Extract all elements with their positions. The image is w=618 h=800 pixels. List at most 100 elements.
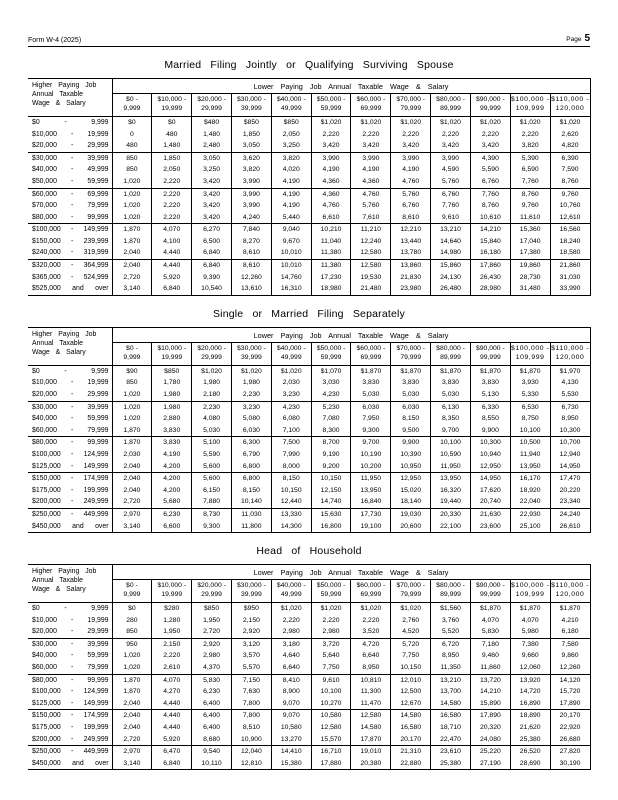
column-range-header: $30,000 -39,999 — [230, 342, 272, 366]
amount-cell: 2,980 — [310, 626, 351, 639]
amount-cell: 5,520 — [430, 626, 471, 639]
row-range-label: $20,000-29,999 — [28, 140, 112, 153]
amount-cell: 10,110 — [191, 757, 232, 770]
amount-cell: 22,930 — [509, 508, 551, 521]
amount-cell: $950 — [230, 602, 272, 615]
amount-cell: 14,210 — [469, 686, 511, 698]
amount-cell: 7,580 — [549, 638, 591, 651]
row-range-label: $150,000-239,999 — [28, 236, 112, 248]
amount-cell: 10,100 — [509, 424, 551, 438]
amount-cell: 7,750 — [390, 650, 431, 662]
table-row: $150,000-174,999 2,040 4,440 6,400 7,800 9,07… — [28, 709, 591, 722]
amount-cell: 9,460 — [469, 650, 511, 662]
amount-cell: 5,600 — [191, 472, 232, 485]
amount-cell: 9,860 — [549, 650, 591, 662]
amount-cell: 13,440 — [390, 235, 431, 248]
amount-cell: 3,830 — [390, 377, 431, 389]
range-line-1: $0 - — [126, 344, 138, 352]
amount-cell: 5,720 — [390, 638, 431, 651]
amount-cell: 1,870 — [111, 424, 152, 438]
column-axis-header: Lower Paying Job Annual Taxable Wage & S… — [111, 564, 591, 581]
table-row: $240,000-319,999 2,040 4,440 6,840 8,610 10,0… — [28, 247, 591, 261]
amount-cell: 8,610 — [230, 259, 272, 272]
amount-cell: 3,620 — [230, 152, 272, 165]
range-line-1: $70,000 - — [396, 344, 426, 352]
range-line-1: $30,000 - — [237, 582, 266, 590]
wage-table-head-of-household: Higher Paying Job Annual Taxable Wage & Sa… — [28, 564, 591, 771]
amount-cell: 19,100 — [350, 520, 391, 533]
amount-cell: 27,820 — [549, 745, 591, 758]
amount-cell: 5,680 — [151, 496, 192, 509]
amount-cell: 5,030 — [430, 388, 471, 402]
amount-cell: 1,020 — [111, 188, 152, 201]
section-head-of-household: Head of Household Higher Paying Job Annua… — [28, 545, 591, 771]
range-line-1: $10,000 - — [157, 344, 187, 352]
amount-cell: 6,840 — [191, 247, 232, 261]
amount-cell: 8,730 — [191, 508, 232, 521]
amount-cell: 7,610 — [350, 211, 391, 225]
table-row: $150,000-239,999 1,870 4,100 6,500 8,270 9,67… — [28, 235, 591, 248]
amount-cell: 12,580 — [350, 709, 391, 722]
amount-cell: 14,580 — [390, 709, 431, 722]
column-range-header: $50,000 -59,999 — [310, 579, 351, 604]
range-line-2: 59,999 — [320, 591, 342, 599]
amount-cell: 1,780 — [151, 377, 192, 389]
table-title-single-or-separate: Single or Married Filing Separately — [212, 307, 406, 320]
amount-cell: 4,190 — [390, 164, 431, 176]
amount-cell: 4,190 — [151, 448, 192, 461]
amount-cell: 1,950 — [151, 626, 192, 639]
amount-cell: 20,330 — [430, 508, 471, 521]
row-range-label-text: $0-9,999 — [32, 118, 109, 126]
row-range-label-text: $10,000-19,999 — [32, 379, 109, 387]
wage-table-single-or-separate: Higher Paying Job Annual Taxable Wage & Sa… — [28, 326, 591, 534]
amount-cell: 9,700 — [350, 436, 391, 449]
amount-cell: 8,270 — [230, 235, 272, 248]
amount-cell: 3,230 — [270, 388, 312, 402]
row-range-label-text: $450,000 and over — [32, 759, 109, 767]
amount-cell: 8,510 — [230, 721, 272, 734]
amount-cell: 6,400 — [191, 721, 232, 734]
amount-cell: 3,250 — [191, 164, 232, 176]
table-row: $365,000-524,999 2,720 5,920 9,390 12,260 14,… — [28, 271, 591, 284]
range-line-1: $0 - — [126, 582, 138, 590]
table-row: $125,000-149,999 2,040 4,200 5,600 6,800 8,00… — [28, 460, 591, 474]
column-range-header: $30,000 -39,999 — [230, 579, 272, 604]
row-range-label: $40,000-59,999 — [28, 650, 112, 662]
row-range-label: $240,000-319,999 — [28, 247, 112, 261]
row-range-label: $40,000-49,999 — [28, 164, 112, 176]
row-axis-header-line: Annual Taxable — [32, 339, 83, 347]
amount-cell: 10,140 — [230, 496, 272, 509]
amount-cell: 18,140 — [390, 496, 431, 509]
amount-cell: 10,580 — [270, 721, 312, 734]
row-range-label: $30,000-39,999 — [28, 152, 112, 164]
amount-cell: 7,750 — [310, 662, 351, 675]
table-row: $450,000 and over 3,140 6,840 10,110 12,810 15,… — [28, 757, 591, 770]
amount-cell: 8,750 — [509, 413, 551, 425]
amount-cell: $0 — [111, 116, 152, 129]
amount-cell: 25,380 — [430, 757, 471, 770]
amount-cell: 12,010 — [390, 674, 431, 687]
amount-cell: 3,140 — [111, 757, 152, 770]
amount-cell: 21,830 — [390, 271, 431, 284]
amount-cell: 6,150 — [191, 484, 232, 497]
range-line-1: $40,000 - — [276, 582, 306, 590]
amount-cell: 6,760 — [430, 188, 471, 201]
amount-cell: 8,760 — [469, 200, 511, 212]
amount-cell: 3,050 — [191, 152, 232, 165]
amount-cell: $1,020 — [430, 116, 471, 129]
amount-cell: $1,870 — [469, 602, 511, 615]
amount-cell: 3,420 — [191, 175, 232, 189]
amount-cell: 2,040 — [111, 460, 152, 474]
range-line-1: $110,000 - — [551, 582, 590, 590]
amount-cell: 1,850 — [151, 152, 192, 165]
amount-cell: 2,050 — [151, 164, 192, 176]
table-row: $20,000-29,999 1,020 1,980 2,180 2,230 3,230 4… — [28, 388, 591, 402]
amount-cell: 9,610 — [310, 674, 351, 687]
amount-cell: 15,630 — [310, 508, 351, 521]
amount-cell: 4,370 — [191, 662, 232, 675]
amount-cell: 21,310 — [390, 745, 431, 758]
row-range-label: $10,000-19,999 — [28, 129, 112, 141]
amount-cell: 4,820 — [549, 140, 591, 153]
row-range-label: $10,000-19,999 — [28, 377, 112, 389]
amount-cell: 4,360 — [310, 175, 351, 189]
